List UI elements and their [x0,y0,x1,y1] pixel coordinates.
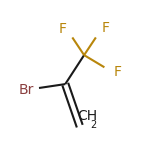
Text: CH: CH [77,109,97,123]
Text: Br: Br [18,83,34,97]
Text: F: F [102,21,110,35]
Text: F: F [113,66,122,79]
Text: 2: 2 [90,120,97,130]
Text: F: F [58,22,66,36]
